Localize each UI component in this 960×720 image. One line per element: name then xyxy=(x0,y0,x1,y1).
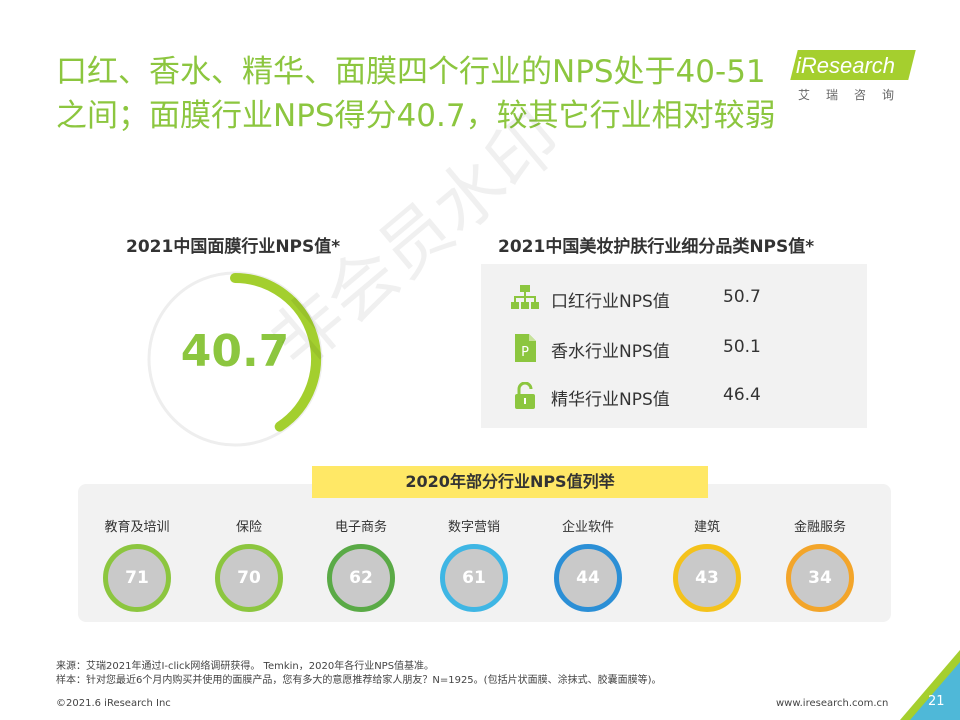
industry-score-circle: 34 xyxy=(786,544,854,612)
face-mask-nps-value: 40.7 xyxy=(180,326,290,377)
industry-band-title: 2020年部分行业NPS值列举 xyxy=(312,466,708,498)
industry-name: 数字营销 xyxy=(447,520,500,535)
industry-ecommerce: 电子商务 62 xyxy=(304,516,418,612)
document-p-icon: P xyxy=(515,334,536,362)
industry-name: 保险 xyxy=(235,520,262,535)
industry-financial-services: 金融服务 34 xyxy=(763,516,877,612)
page-number: 21 xyxy=(928,694,945,709)
copyright: ©2021.6 iResearch Inc xyxy=(56,698,171,709)
logo-subtitle: 艾瑞咨询 xyxy=(798,88,911,102)
logo-text: iResearch xyxy=(796,53,896,78)
industry-name: 电子商务 xyxy=(334,520,387,535)
industry-score-circle: 70 xyxy=(215,544,283,612)
industry-score-circle: 61 xyxy=(440,544,508,612)
industry-insurance: 保险 70 xyxy=(192,516,306,612)
industry-name: 教育及培训 xyxy=(104,520,170,535)
category-nps-panel: 口红行业NPS值 50.7 P 香水行业NPS值 50.1 精华行业NPS值 4… xyxy=(481,264,867,428)
industry-score-circle: 43 xyxy=(673,544,741,612)
industry-education: 教育及培训 71 xyxy=(80,516,194,612)
svg-text:P: P xyxy=(521,345,529,360)
sample-note: 样本：针对您最近6个月内购买并使用的面膜产品，您有多大的意愿推荐给家人朋友？N=… xyxy=(56,675,662,686)
industry-name: 建筑 xyxy=(693,520,720,535)
industry-name: 企业软件 xyxy=(561,520,614,535)
industry-enterprise-software: 企业软件 44 xyxy=(531,516,645,612)
industry-digital-marketing: 数字营销 61 xyxy=(417,516,531,612)
page-title: 口红、香水、精华、面膜四个行业的NPS处于40-51之间；面膜行业NPS得分40… xyxy=(56,54,776,134)
padlock-icon xyxy=(515,382,535,409)
category-value: 50.1 xyxy=(723,337,761,357)
website: www.iresearch.com.cn xyxy=(776,698,889,709)
iresearch-logo: iResearch 艾瑞咨询 xyxy=(790,50,918,108)
industry-construction: 建筑 43 xyxy=(650,516,764,612)
left-section-title: 2021中国面膜行业NPS值* xyxy=(126,237,341,257)
industry-name: 金融服务 xyxy=(793,520,846,535)
notes: 来源：艾瑞2021年通过I-click网络调研获得。 Temkin，2020年各… xyxy=(56,660,661,688)
category-value: 50.7 xyxy=(723,287,761,307)
gauge-arc xyxy=(230,273,321,432)
nps-gauge xyxy=(147,271,323,447)
right-section-title: 2021中国美妆护肤行业细分品类NPS值* xyxy=(498,237,815,257)
industry-score-circle: 71 xyxy=(103,544,171,612)
category-value: 46.4 xyxy=(723,385,761,405)
industry-score-circle: 62 xyxy=(327,544,395,612)
gauge-inner xyxy=(159,283,311,435)
category-label: 香水行业NPS值 xyxy=(551,342,670,362)
source-note: 来源：艾瑞2021年通过I-click网络调研获得。 Temkin，2020年各… xyxy=(56,661,435,672)
industry-score-circle: 44 xyxy=(554,544,622,612)
category-label: 精华行业NPS值 xyxy=(551,390,670,410)
category-label: 口红行业NPS值 xyxy=(551,292,670,312)
corner-decoration xyxy=(900,650,960,720)
org-chart-icon xyxy=(511,285,539,309)
